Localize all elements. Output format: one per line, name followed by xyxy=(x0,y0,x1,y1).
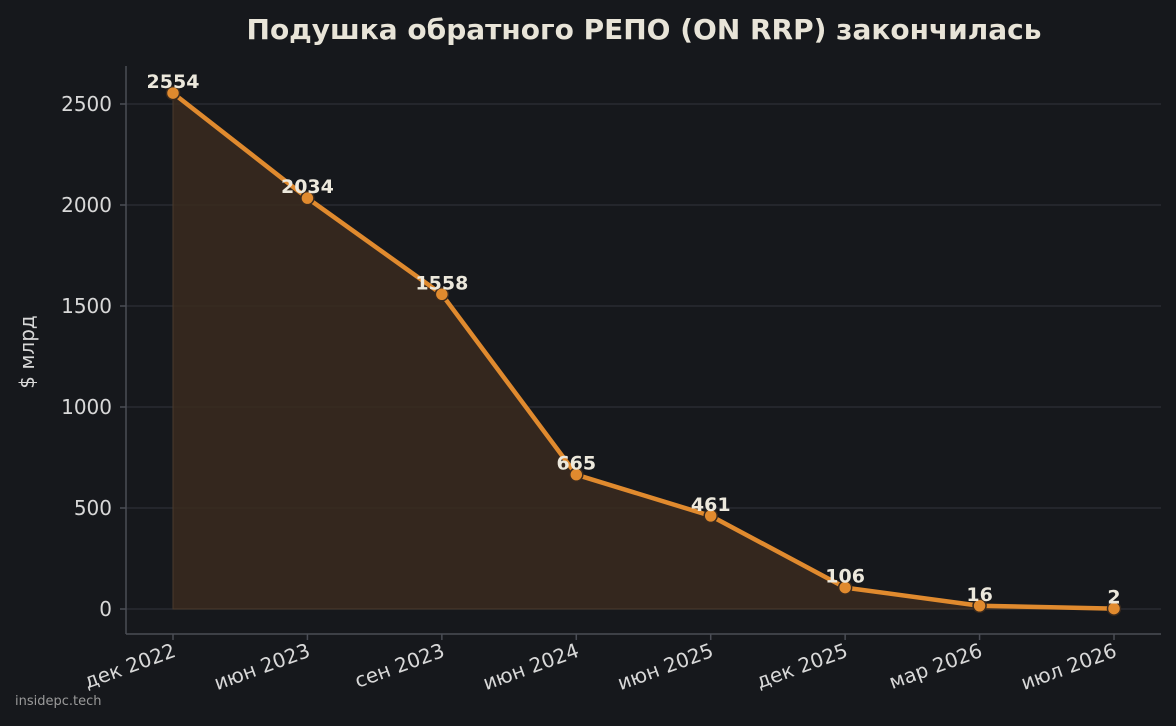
data-label: 106 xyxy=(825,566,865,588)
x-tick-label: июн 2024 xyxy=(480,638,582,695)
data-label: 2554 xyxy=(147,71,200,93)
data-points xyxy=(165,85,1122,616)
data-label: 16 xyxy=(966,584,992,606)
watermark: insidepc.tech xyxy=(15,694,102,709)
y-tick-labels: 0 500 1000 1500 2000 2500 xyxy=(61,92,126,621)
x-tick-label: мар 2026 xyxy=(886,638,986,694)
data-label: 1558 xyxy=(415,272,468,294)
y-tick-label: 2500 xyxy=(61,92,112,116)
y-axis-label: $ млрд xyxy=(15,315,39,388)
data-point xyxy=(300,190,315,206)
data-point xyxy=(837,580,853,595)
area-fill xyxy=(172,92,1115,610)
y-tick-label: 500 xyxy=(74,496,112,520)
x-tick-labels: дек 2022 июн 2023 сен 2023 июн 2024 июн 2025… xyxy=(81,634,1120,695)
x-tick-label: дек 2022 xyxy=(81,638,179,693)
chart-title: Подушка обратного РЕПО (ON RRP) закончил… xyxy=(247,13,1042,46)
data-point xyxy=(703,508,718,524)
data-labels: 2554 2034 1558 665 461 106 16 2 xyxy=(147,71,1121,609)
x-tick-label: дек 2025 xyxy=(753,638,851,693)
data-label: 461 xyxy=(691,494,731,516)
x-tick-label: сен 2023 xyxy=(351,638,447,693)
data-point xyxy=(1106,601,1122,616)
axes xyxy=(125,66,1161,635)
y-tick-label: 1500 xyxy=(61,294,112,318)
data-point xyxy=(165,85,181,101)
data-label: 2034 xyxy=(281,176,334,198)
x-tick-label: июн 2023 xyxy=(211,638,313,695)
y-tick-label: 2000 xyxy=(61,193,112,217)
data-point xyxy=(434,287,450,302)
x-tick-label: июн 2025 xyxy=(614,638,716,695)
x-tick-label: июл 2026 xyxy=(1018,638,1120,695)
data-point xyxy=(569,467,584,482)
data-point xyxy=(972,598,987,614)
data-label: 665 xyxy=(556,453,596,475)
y-tick-label: 1000 xyxy=(61,395,112,419)
y-tick-label: 0 xyxy=(99,597,112,621)
series-line xyxy=(170,90,1117,611)
data-label: 2 xyxy=(1107,587,1120,609)
